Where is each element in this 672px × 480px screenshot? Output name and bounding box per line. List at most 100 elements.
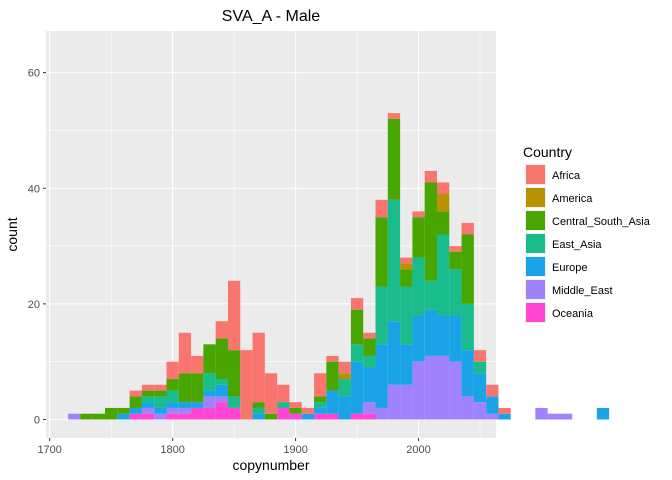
x-tick-label: 1900: [283, 444, 307, 456]
bar-segment-east-asia: [375, 286, 388, 345]
bar-segment-europe: [117, 413, 130, 420]
bar-segment-middle-east: [461, 396, 474, 420]
bar-segment-central-south-asia: [227, 350, 241, 397]
bar-segment-middle-east: [154, 413, 167, 420]
bar-segment-africa: [314, 373, 327, 397]
bar-segment-middle-east: [68, 413, 81, 420]
bar-segment-east-asia: [350, 344, 364, 362]
bar-segment-africa: [412, 211, 425, 218]
bar-segment-central-south-asia: [105, 407, 118, 420]
bar-segment-east-asia: [436, 234, 450, 316]
bar-segment-africa: [289, 402, 302, 408]
bar-segment-oceania: [326, 413, 339, 420]
bar-segment-central-south-asia: [412, 217, 425, 258]
bar-segment-east-asia: [363, 355, 376, 368]
bar-segment-oceania: [178, 413, 192, 420]
bar-segment-east-asia: [227, 396, 241, 408]
legend-swatch: [526, 257, 545, 276]
bar-segment-central-south-asia: [80, 413, 93, 420]
bar-segment-central-south-asia: [424, 182, 437, 281]
bar-segment-oceania: [227, 407, 241, 420]
bar-segment-africa: [240, 350, 253, 420]
bar-segment-middle-east: [436, 355, 450, 420]
bar-segment-middle-east: [473, 402, 487, 420]
bar-segment-central-south-asia: [400, 269, 413, 287]
x-tick-label: 2000: [406, 444, 430, 456]
bar-segment-middle-east: [412, 361, 425, 420]
x-axis-title: copynumber: [232, 457, 309, 473]
bar-segment-central-south-asia: [314, 396, 327, 403]
bar-segment-africa: [264, 373, 278, 414]
bar-segment-east-asia: [338, 379, 351, 397]
bar-segment-central-south-asia: [141, 390, 155, 397]
bar-segment-central-south-asia: [166, 379, 179, 391]
legend-label: Oceania: [552, 308, 594, 320]
bar-segment-europe: [436, 315, 450, 356]
y-tick-label: 20: [28, 299, 40, 311]
y-tick-label: 60: [28, 68, 40, 80]
bar-segment-middle-east: [141, 407, 155, 414]
legend-swatch: [526, 280, 545, 299]
bar-segment-east-asia: [141, 396, 155, 403]
bar-segment-africa: [154, 384, 167, 391]
bar-segment-central-south-asia: [117, 407, 130, 414]
bar-segment-middle-east: [166, 407, 179, 414]
bar-segment-europe: [326, 390, 339, 414]
bar-segment-central-south-asia: [203, 344, 216, 374]
bar-segment-middle-east: [375, 407, 388, 420]
bar-segment-middle-east: [535, 407, 548, 420]
bar-segment-africa: [191, 355, 204, 374]
bar-segment-europe: [338, 396, 351, 420]
bar-segment-europe: [301, 413, 315, 420]
bar-segment-africa: [424, 170, 437, 183]
bar-segment-africa: [461, 222, 474, 235]
bar-segment-central-south-asia: [350, 309, 364, 345]
bar-segment-middle-east: [424, 355, 437, 420]
bar-segment-middle-east: [387, 384, 401, 420]
bar-segment-africa: [387, 113, 401, 119]
bar-segment-middle-east: [203, 396, 216, 408]
bar-segment-east-asia: [473, 361, 487, 374]
bar-segment-middle-east: [449, 361, 462, 420]
bar-segment-europe: [375, 344, 388, 408]
bar-segment-africa: [375, 199, 388, 218]
bar-segment-east-asia: [166, 390, 179, 403]
bar-segment-east-asia: [424, 280, 437, 310]
bar-segment-middle-east: [400, 384, 413, 420]
bar-segment-africa: [166, 361, 179, 380]
bar-segment-europe: [486, 396, 499, 414]
bar-segment-oceania: [191, 407, 204, 420]
bar-segment-europe: [412, 315, 425, 362]
bar-segment-middle-east: [363, 402, 376, 414]
bar-segment-africa: [129, 390, 142, 397]
histogram-bars: [68, 113, 610, 420]
legend-swatch: [526, 165, 545, 184]
legend: Country Africa America Central_South_Asia E…: [523, 144, 651, 323]
legend-label: Africa: [552, 170, 581, 182]
bar-segment-africa: [338, 361, 351, 374]
bar-segment-central-south-asia: [449, 251, 462, 270]
bar-segment-europe: [449, 315, 462, 362]
bar-segment-africa: [301, 407, 315, 414]
bar-segment-africa: [498, 407, 511, 414]
bar-segment-central-south-asia: [387, 118, 401, 200]
bar-segment-africa: [326, 355, 339, 362]
bar-segment-europe: [461, 350, 474, 397]
bar-segment-europe: [498, 413, 511, 420]
bar-segment-oceania: [363, 413, 376, 420]
y-axis: 0 20 40 60: [28, 68, 46, 427]
bar-segment-east-asia: [461, 303, 474, 351]
bar-segment-africa: [449, 246, 462, 252]
bar-segment-africa: [141, 384, 155, 391]
bar-segment-oceania: [141, 413, 155, 420]
x-axis: 1700 1800 1900 2000: [37, 438, 431, 456]
bar-segment-europe: [178, 402, 192, 408]
bar-segment-middle-east: [559, 413, 573, 420]
bar-segment-africa: [227, 280, 241, 351]
y-tick-label: 40: [28, 183, 40, 195]
bar-segment-central-south-asia: [92, 413, 106, 420]
bar-segment-africa: [277, 384, 290, 403]
bar-segment-europe: [363, 367, 376, 403]
bar-segment-america: [338, 373, 351, 380]
bar-segment-europe: [252, 413, 265, 420]
